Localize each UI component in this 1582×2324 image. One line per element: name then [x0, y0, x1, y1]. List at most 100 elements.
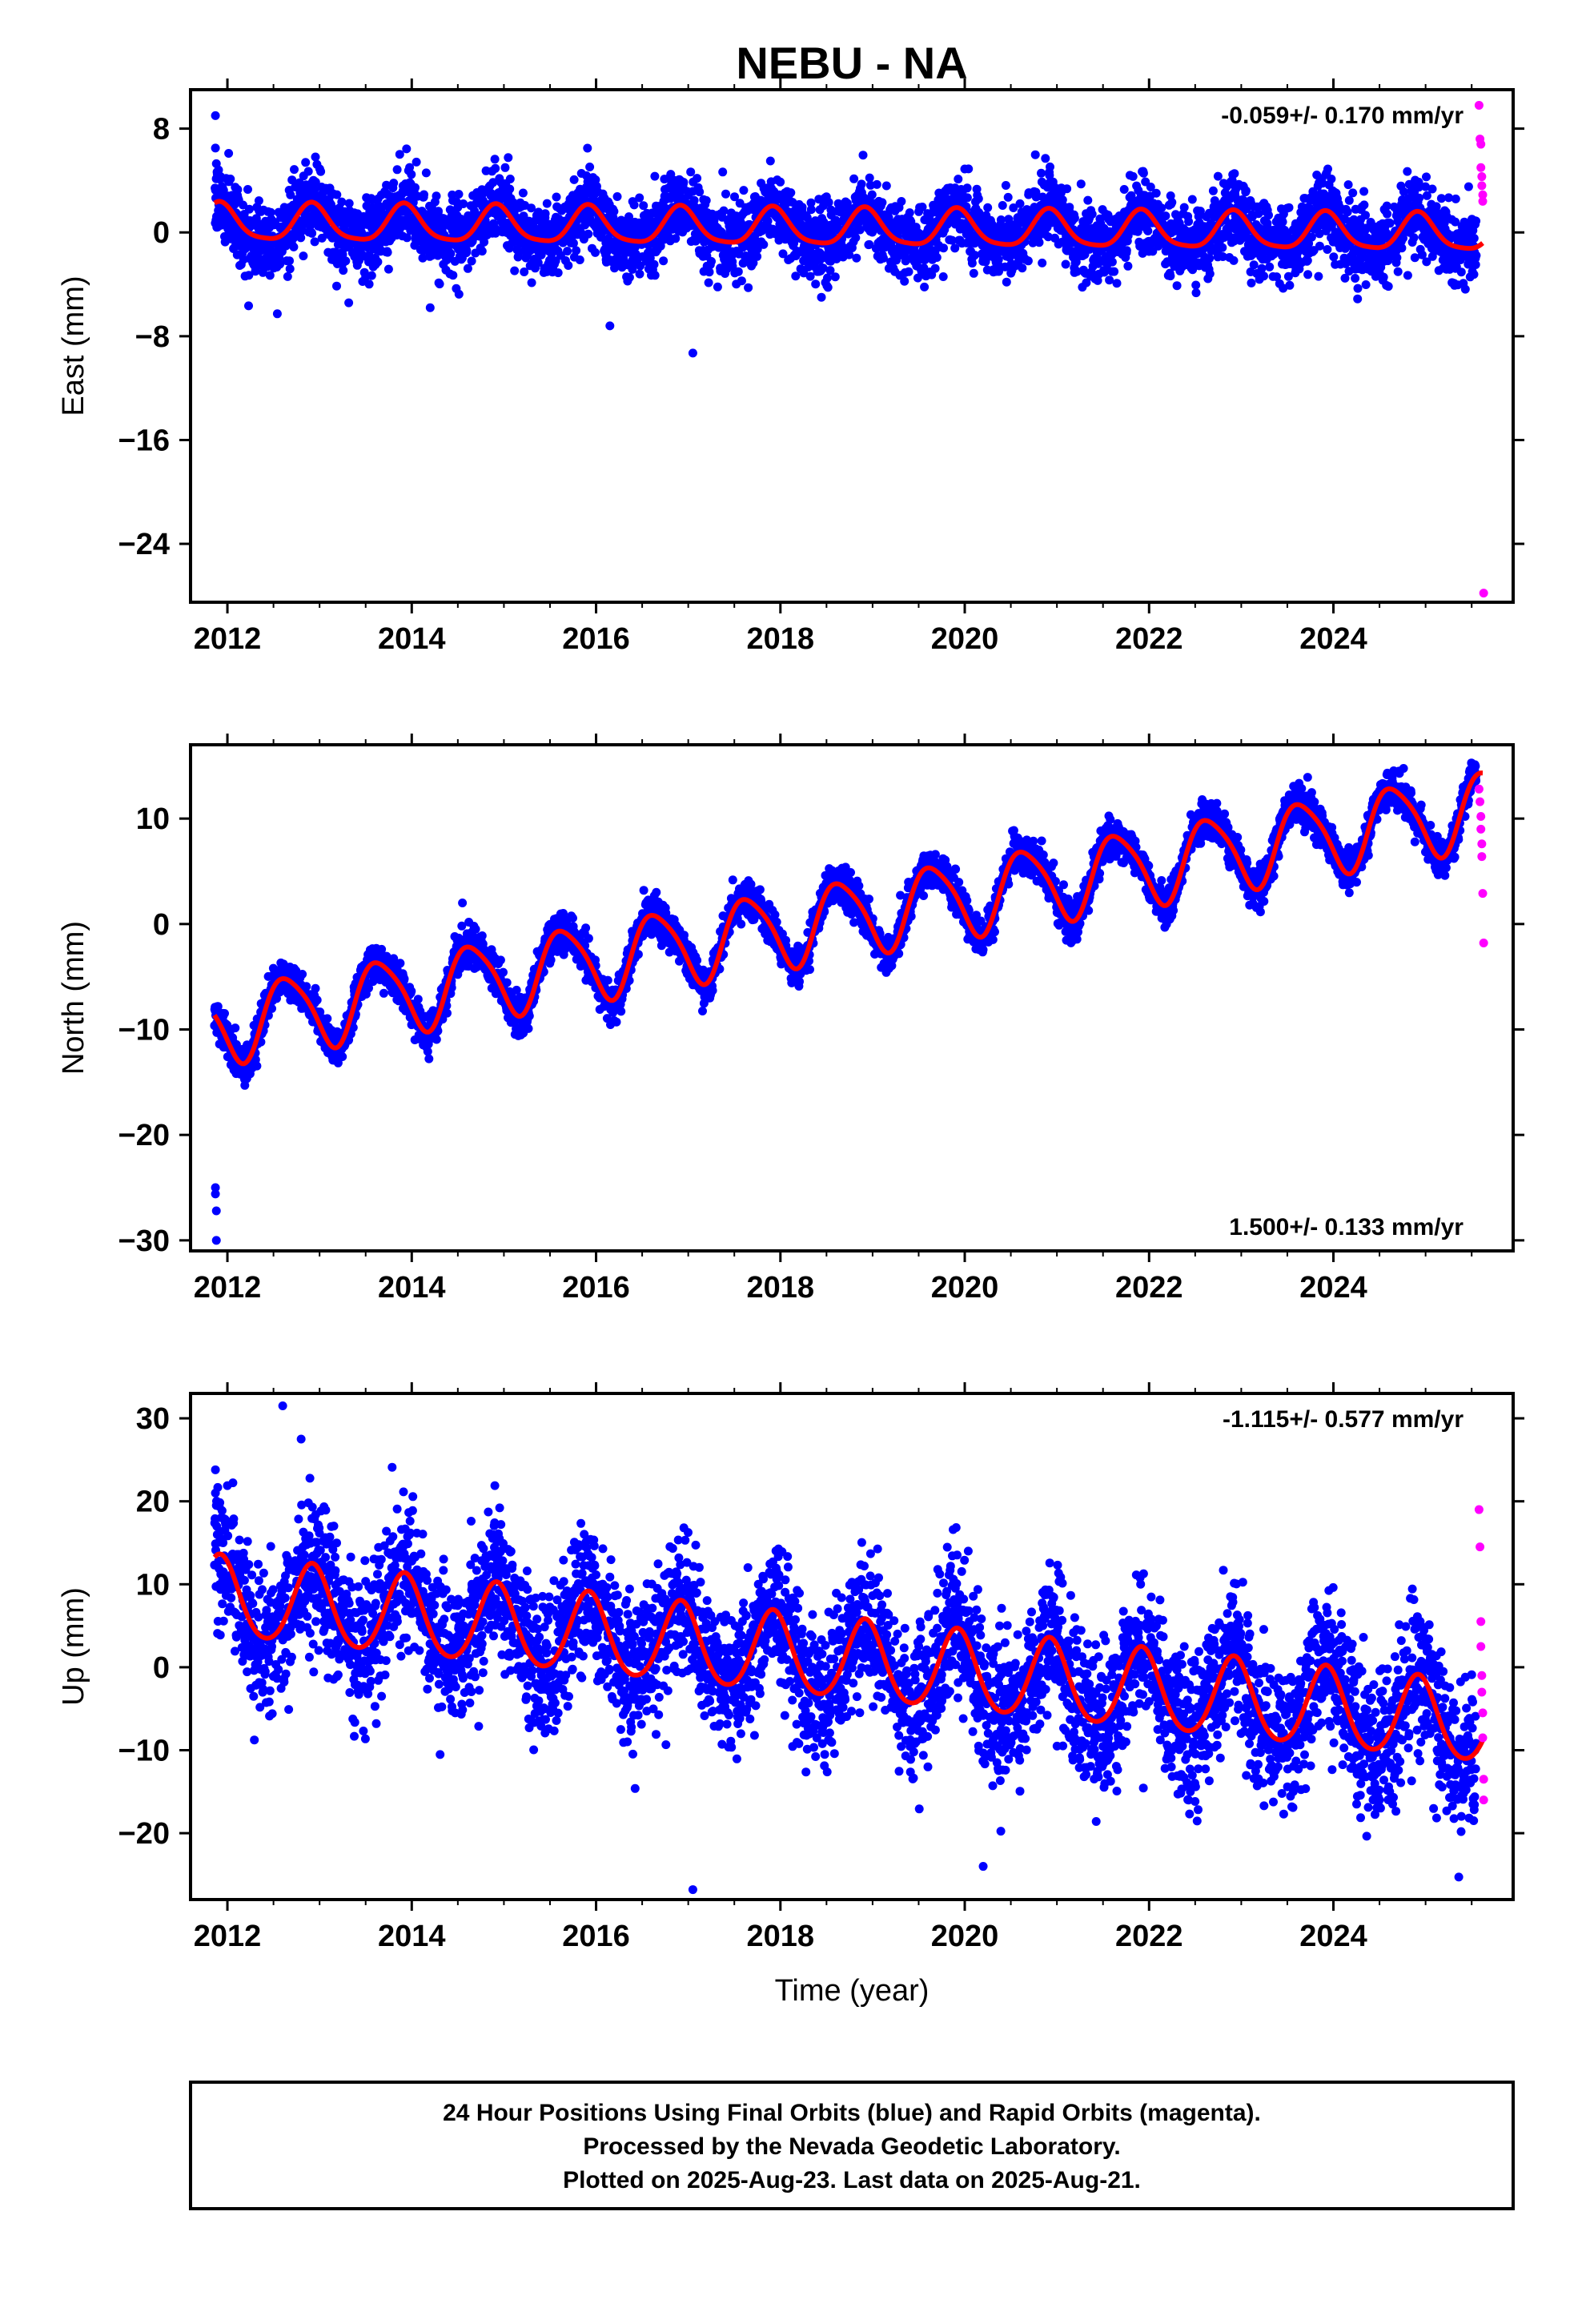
data-point	[332, 281, 341, 291]
data-point	[1061, 259, 1070, 269]
data-point	[254, 196, 263, 206]
data-point	[1249, 260, 1259, 270]
data-point	[686, 167, 696, 177]
outlier-point	[425, 303, 435, 312]
data-point	[1046, 162, 1054, 171]
data-point	[533, 258, 543, 267]
data-point	[1157, 203, 1166, 213]
data-point	[510, 266, 520, 275]
data-point	[407, 170, 416, 179]
data-point	[1229, 255, 1239, 265]
chart-title: NEBU - NA	[736, 38, 967, 88]
data-point	[938, 272, 948, 281]
data-point	[649, 259, 659, 269]
data-point	[805, 271, 815, 281]
data-point	[271, 218, 280, 227]
data-point	[527, 203, 536, 213]
data-point	[932, 253, 942, 262]
data-point	[500, 163, 510, 172]
data-point	[1303, 255, 1312, 265]
data-point	[1314, 271, 1323, 281]
data-point	[791, 271, 801, 281]
data-point	[553, 268, 563, 278]
data-point	[1348, 188, 1358, 198]
data-point	[1172, 281, 1182, 291]
data-point	[881, 181, 891, 191]
data-point	[290, 165, 299, 175]
data-point	[311, 152, 320, 162]
data-point	[569, 175, 579, 184]
data-point	[224, 149, 234, 158]
x-tick-label: 2018	[747, 622, 815, 656]
data-point	[310, 237, 319, 247]
data-point	[650, 171, 660, 181]
data-point	[296, 233, 306, 243]
data-point	[730, 192, 739, 202]
data-point	[316, 167, 326, 176]
data-point	[568, 239, 578, 248]
data-point	[1105, 275, 1114, 285]
data-point	[1123, 261, 1133, 271]
data-point	[266, 207, 275, 217]
data-point	[1247, 278, 1256, 287]
data-point	[434, 207, 443, 216]
data-point	[285, 264, 295, 274]
data-point	[1218, 243, 1227, 252]
data-point	[1464, 182, 1473, 191]
data-point	[1323, 164, 1332, 174]
x-tick-label: 2014	[378, 622, 446, 656]
data-point	[1083, 195, 1093, 205]
data-point	[446, 249, 456, 259]
data-point	[1329, 252, 1339, 262]
rapid-point	[1476, 163, 1486, 172]
data-point	[1128, 171, 1138, 181]
data-point	[659, 256, 669, 266]
data-point	[283, 271, 292, 281]
data-point	[337, 197, 347, 207]
data-point	[857, 179, 866, 189]
data-point	[636, 261, 645, 271]
data-point	[405, 163, 415, 172]
x-tick-label: 2016	[562, 622, 630, 656]
data-point	[1037, 168, 1046, 178]
data-point	[753, 244, 762, 254]
data-point	[311, 177, 320, 187]
data-point	[490, 155, 500, 164]
data-point	[1038, 258, 1047, 267]
data-point	[1451, 194, 1460, 203]
data-point	[344, 199, 354, 208]
data-point	[939, 243, 948, 253]
data-point	[564, 261, 573, 270]
data-point	[420, 190, 428, 199]
data-point	[542, 199, 552, 208]
data-point	[1191, 288, 1201, 298]
data-point	[974, 194, 983, 203]
data-point	[505, 175, 515, 183]
data-point	[339, 266, 348, 275]
data-point	[897, 197, 906, 206]
data-point	[967, 259, 977, 268]
data-point	[1018, 263, 1027, 273]
rapid-point	[1478, 196, 1488, 206]
data-point	[1110, 267, 1119, 276]
data-point	[448, 271, 458, 280]
data-point	[418, 253, 428, 263]
data-point	[341, 256, 351, 266]
data-point	[1259, 271, 1268, 281]
data-point	[849, 174, 859, 183]
data-point	[520, 267, 529, 276]
data-point	[650, 271, 660, 280]
data-point	[786, 188, 796, 198]
data-point	[806, 205, 816, 215]
data-point	[1327, 175, 1336, 183]
data-point	[285, 256, 294, 266]
data-point	[310, 185, 319, 195]
data-point	[392, 165, 402, 175]
data-point	[1208, 186, 1218, 195]
data-point	[252, 1061, 262, 1071]
data-point	[1167, 198, 1177, 207]
data-point	[244, 204, 254, 214]
data-point	[1359, 200, 1369, 210]
data-point	[1385, 219, 1395, 228]
data-point	[717, 212, 727, 222]
